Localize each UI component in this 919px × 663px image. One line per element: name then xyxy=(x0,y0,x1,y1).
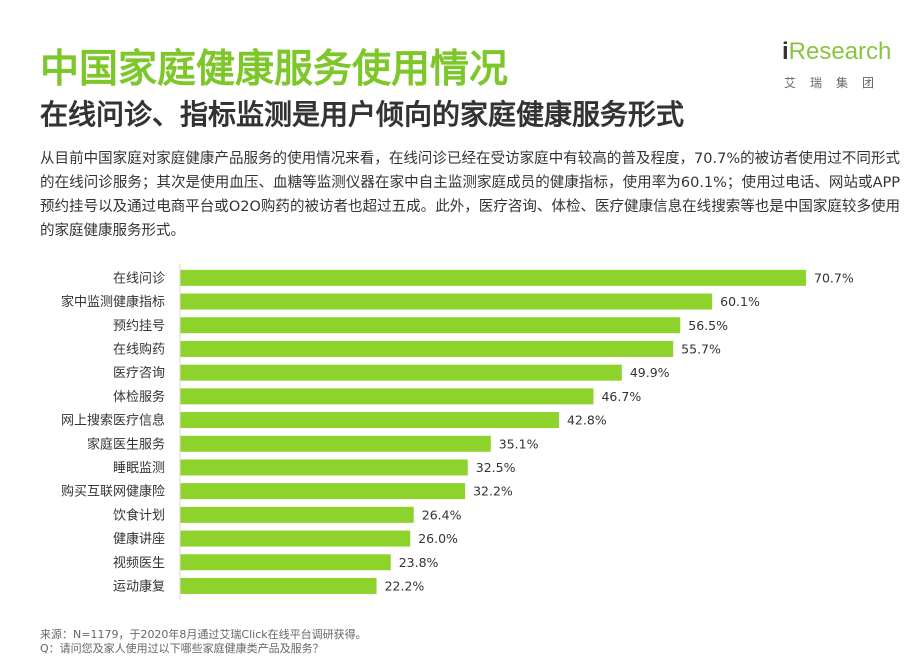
source-note: 来源：N=1179，于2020年8月通过艾瑞Click在线平台调研获得。 xyxy=(40,628,367,641)
logo-wordmark: iResearch xyxy=(782,38,891,66)
category-label: 健康讲座 xyxy=(113,531,165,547)
category-label: 家庭医生服务 xyxy=(87,436,165,452)
value-label: 23.8% xyxy=(399,555,439,570)
value-label: 55.7% xyxy=(681,341,721,356)
bar xyxy=(180,577,377,594)
description-paragraph: 从目前中国家庭对家庭健康产品服务的使用情况来看，在线问诊已经在受访家庭中有较高的… xyxy=(40,151,900,239)
bar-chart: 在线问诊 70.7% 家中监测健康指标 60.1% 预约挂号 56.5% 在线购药 55.7%… xyxy=(61,264,854,600)
logo-i: i xyxy=(782,38,789,65)
bar xyxy=(180,554,391,571)
bar xyxy=(180,412,559,429)
bar xyxy=(180,340,674,357)
value-label: 60.1% xyxy=(720,294,760,309)
value-label: 42.8% xyxy=(567,413,607,428)
bar xyxy=(180,483,466,500)
bar xyxy=(180,459,468,476)
question-note: Q：请问您及家人使用过以下哪些家庭健康类产品及服务？ xyxy=(40,642,324,655)
logo-research: Research xyxy=(788,38,892,65)
category-label: 睡眠监测 xyxy=(113,461,165,476)
value-label: 70.7% xyxy=(814,270,854,285)
value-label: 56.5% xyxy=(688,318,728,333)
category-label: 在线购药 xyxy=(113,341,165,357)
logo-chinese: 艾瑞集团 xyxy=(784,76,889,90)
value-label: 49.9% xyxy=(630,365,670,380)
value-label: 26.0% xyxy=(418,531,458,546)
category-label: 在线问诊 xyxy=(113,271,165,286)
category-label: 体检服务 xyxy=(113,389,165,405)
footer: 来源：N=1179，于2020年8月通过艾瑞Click在线平台调研获得。 Q：请… xyxy=(40,628,367,656)
category-label: 预约挂号 xyxy=(113,319,165,334)
bar xyxy=(180,293,713,310)
bar xyxy=(180,530,411,547)
bar xyxy=(180,269,806,286)
category-label: 医疗咨询 xyxy=(113,366,165,381)
category-label: 购买互联网健康险 xyxy=(61,484,165,500)
bar xyxy=(180,435,491,452)
page-title: 中国家庭健康服务使用情况 xyxy=(40,47,509,92)
bar xyxy=(180,317,681,334)
bar xyxy=(180,388,594,405)
value-label: 46.7% xyxy=(601,389,641,404)
bar xyxy=(180,506,414,523)
value-label: 35.1% xyxy=(499,436,539,451)
category-label: 家中监测健康指标 xyxy=(61,294,165,310)
iresearch-logo: iResearch 艾瑞集团 xyxy=(782,38,897,98)
page-subtitle: 在线问诊、指标监测是用户倾向的家庭健康服务形式 xyxy=(40,98,685,131)
value-label: 22.2% xyxy=(385,578,425,593)
value-label: 32.5% xyxy=(476,460,516,475)
value-label: 26.4% xyxy=(422,507,462,522)
value-label: 32.2% xyxy=(473,484,513,499)
category-label: 运动康复 xyxy=(113,578,165,594)
category-label: 网上搜索医疗信息 xyxy=(61,413,165,429)
bar xyxy=(180,364,622,381)
category-label: 饮食计划 xyxy=(113,507,165,523)
category-label: 视频医生 xyxy=(113,556,165,571)
